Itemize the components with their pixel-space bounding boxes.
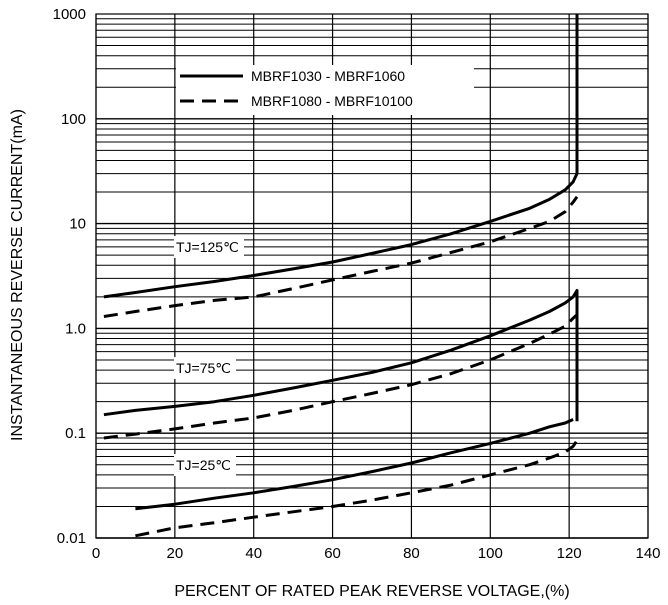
y-tick-labels: 0.01 0.1 1.0 10 100 1000 <box>53 6 86 547</box>
y-tick-label: 1000 <box>53 6 86 23</box>
series-line-solid <box>103 14 579 299</box>
y-tick-label: 0.01 <box>57 530 86 547</box>
plot-frame <box>95 13 649 539</box>
x-tick-label: 0 <box>92 545 100 562</box>
x-tick-label: 100 <box>478 545 503 562</box>
series-line-solid <box>135 418 574 511</box>
x-axis-title: PERCENT OF RATED PEAK REVERSE VOLTAGE,(%… <box>174 583 569 600</box>
series-line-dashed <box>103 313 579 440</box>
x-tick-label: 20 <box>167 545 184 562</box>
annotation-125: TJ=125℃ <box>176 239 239 255</box>
legend-background <box>176 65 474 115</box>
x-tick-label: 80 <box>403 545 420 562</box>
series-line-dashed <box>135 439 579 538</box>
y-tick-label: 0.1 <box>65 425 86 442</box>
annotation-75: TJ=75℃ <box>176 360 231 376</box>
series-line-dashed <box>103 195 579 318</box>
x-tick-label: 140 <box>635 545 660 562</box>
y-tick-label: 10 <box>69 216 86 233</box>
annotation-25: TJ=25℃ <box>176 457 231 473</box>
x-tick-labels: 0 20 40 60 80 100 120 140 <box>92 545 661 562</box>
annotation-bg-75 <box>174 357 236 379</box>
legend-label-dashed: MBRF1080 - MBRF10100 <box>251 93 413 109</box>
x-tick-label: 120 <box>557 545 582 562</box>
x-tick-label: 60 <box>324 545 341 562</box>
series-lines <box>103 14 579 538</box>
annotation-bg-25 <box>174 454 236 476</box>
x-tick-label: 40 <box>245 545 262 562</box>
annotation-bg-125 <box>174 236 244 258</box>
y-tick-label: 100 <box>61 111 86 128</box>
series-line-solid <box>103 289 579 422</box>
y-axis-title: INSTANTANEOUS REVERSE CURRENT(mA) <box>9 109 26 441</box>
temperature-annotations: TJ=125℃ TJ=75℃ TJ=25℃ <box>174 236 244 476</box>
legend-label-solid: MBRF1030 - MBRF1060 <box>251 68 405 84</box>
y-tick-label: 1.0 <box>65 320 86 337</box>
legend: MBRF1030 - MBRF1060 MBRF1080 - MBRF10100 <box>176 65 474 115</box>
